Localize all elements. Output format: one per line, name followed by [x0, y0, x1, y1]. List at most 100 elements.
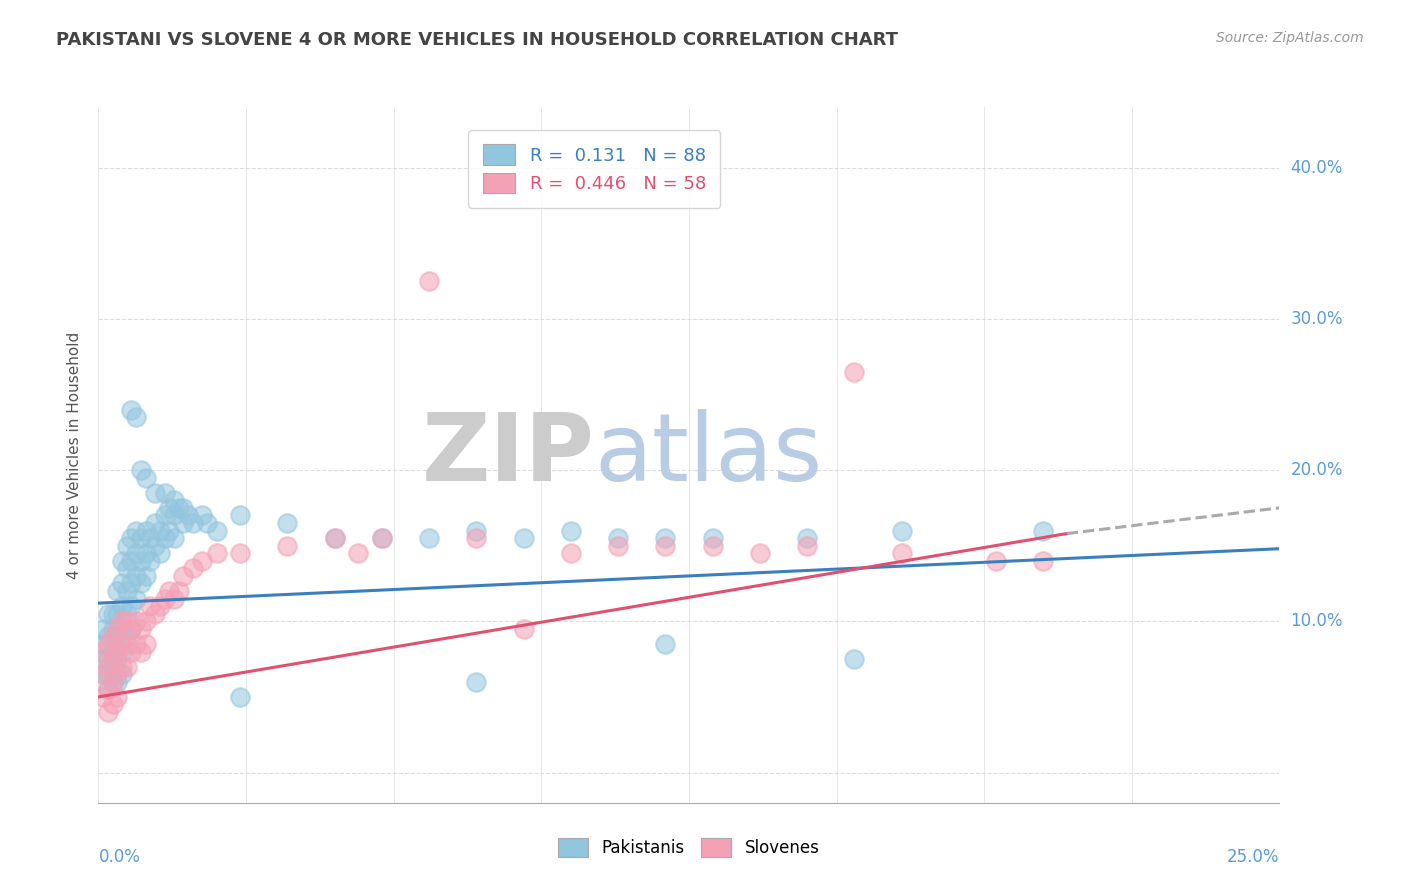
Point [91, 690, 114, 704]
Point [111, 554, 134, 568]
Point [205, 524, 228, 538]
Point [984, 554, 1007, 568]
Point [121, 531, 143, 545]
Point [890, 546, 912, 560]
Point [115, 659, 138, 673]
Point [1032, 524, 1054, 538]
Point [121, 644, 143, 658]
Point [125, 546, 148, 560]
Point [149, 599, 172, 614]
Legend: Pakistanis, Slovenes: Pakistanis, Slovenes [551, 831, 827, 864]
Point [97, 607, 120, 621]
Point [97, 667, 120, 681]
Point [135, 470, 157, 484]
Point [796, 539, 818, 553]
Point [121, 554, 143, 568]
Point [702, 531, 724, 545]
Point [91, 667, 114, 681]
Point [139, 599, 162, 614]
Point [91, 667, 114, 681]
Point [163, 508, 186, 523]
Point [101, 622, 124, 636]
Point [105, 622, 128, 636]
Point [418, 531, 440, 545]
Y-axis label: 4 or more Vehicles in Household: 4 or more Vehicles in Household [67, 331, 83, 579]
Point [139, 531, 162, 545]
Point [465, 531, 488, 545]
Point [101, 629, 124, 643]
Point [181, 516, 204, 530]
Point [97, 705, 120, 719]
Point [105, 667, 128, 681]
Point [172, 516, 194, 530]
Point [177, 508, 200, 523]
Text: PAKISTANI VS SLOVENE 4 OR MORE VEHICLES IN HOUSEHOLD CORRELATION CHART: PAKISTANI VS SLOVENE 4 OR MORE VEHICLES … [56, 31, 898, 49]
Point [167, 500, 190, 515]
Text: 20.0%: 20.0% [1291, 461, 1343, 479]
Point [97, 629, 120, 643]
Point [129, 463, 152, 477]
Point [135, 569, 157, 583]
Point [844, 365, 866, 379]
Point [121, 622, 143, 636]
Point [91, 622, 114, 636]
Point [97, 637, 120, 651]
Point [135, 615, 157, 629]
Point [844, 652, 866, 666]
Text: 0.0%: 0.0% [98, 848, 141, 866]
Point [143, 516, 166, 530]
Point [121, 622, 143, 636]
Point [97, 659, 120, 673]
Point [135, 637, 157, 651]
Point [125, 615, 148, 629]
Text: atlas: atlas [595, 409, 823, 501]
Point [153, 591, 176, 606]
Point [748, 546, 770, 560]
Point [654, 539, 676, 553]
Point [135, 546, 157, 560]
Point [121, 576, 143, 591]
Point [125, 569, 148, 583]
Text: ZIP: ZIP [422, 409, 595, 501]
Point [276, 516, 298, 530]
Point [347, 546, 370, 560]
Point [167, 584, 190, 599]
Point [654, 637, 676, 651]
Point [229, 690, 252, 704]
Point [97, 652, 120, 666]
Point [229, 546, 252, 560]
Point [323, 531, 346, 545]
Point [163, 591, 186, 606]
Point [560, 524, 582, 538]
Point [111, 576, 134, 591]
Point [105, 644, 128, 658]
Point [135, 524, 157, 538]
Point [115, 561, 138, 575]
Point [101, 652, 124, 666]
Point [105, 674, 128, 689]
Point [129, 622, 152, 636]
Point [195, 516, 218, 530]
Point [191, 554, 214, 568]
Point [97, 682, 120, 697]
Point [111, 622, 134, 636]
Point [111, 599, 134, 614]
Point [418, 274, 440, 288]
Point [143, 539, 166, 553]
Point [111, 659, 134, 673]
Point [702, 539, 724, 553]
Point [560, 546, 582, 560]
Point [125, 524, 148, 538]
Point [149, 524, 172, 538]
Point [153, 508, 176, 523]
Point [115, 539, 138, 553]
Point [111, 615, 134, 629]
Point [512, 531, 534, 545]
Point [607, 539, 630, 553]
Point [139, 554, 162, 568]
Text: 10.0%: 10.0% [1291, 612, 1343, 631]
Point [153, 531, 176, 545]
Point [371, 531, 394, 545]
Point [115, 584, 138, 599]
Point [143, 607, 166, 621]
